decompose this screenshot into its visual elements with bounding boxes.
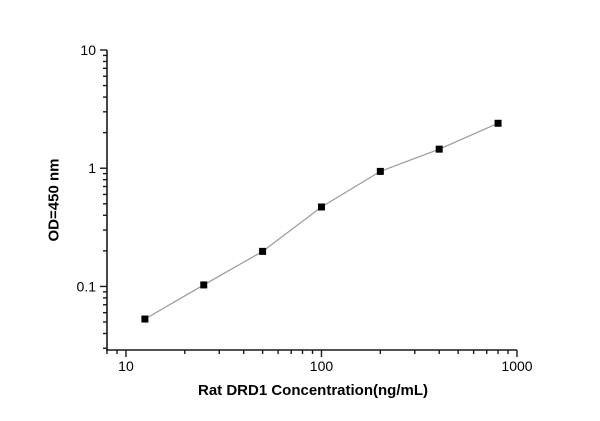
y-axis-title: OD=450 nm <box>45 158 63 242</box>
data-point-marker <box>141 315 149 323</box>
series-line <box>144 122 499 320</box>
x-tick-label: 1000 <box>501 358 532 374</box>
data-point-marker <box>376 167 384 175</box>
x-tick-label: 100 <box>310 358 334 374</box>
data-point-marker <box>317 203 325 211</box>
x-tick-label: 10 <box>118 358 134 374</box>
y-tick-label: 1 <box>88 160 96 176</box>
y-tick-label: 0.1 <box>77 278 97 294</box>
data-point-marker <box>200 281 208 289</box>
y-tick-label: 10 <box>80 42 96 58</box>
data-point-marker <box>435 145 443 153</box>
x-axis-title: Rat DRD1 Concentration(ng/mL) <box>198 382 428 399</box>
data-point-marker <box>494 119 502 127</box>
data-point-marker <box>259 247 267 255</box>
